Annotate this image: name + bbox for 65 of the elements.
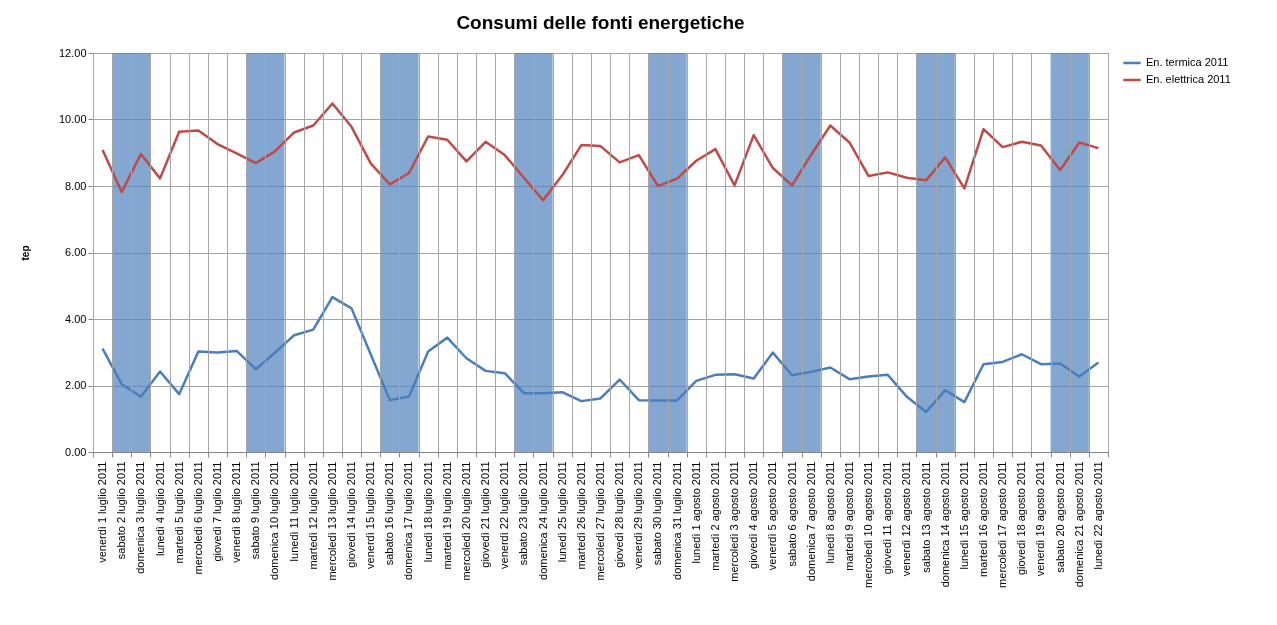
x-tick-label: sabato 30 luglio 2011 [651,461,664,566]
x-tick-label: venerdì 8 luglio 2011 [230,461,243,563]
x-tick-label: martedì 9 agosto 2011 [842,461,855,571]
y-tick-label: 12.00 [58,46,87,59]
x-tick-label: lunedì 25 luglio 2011 [555,461,568,563]
x-tick-label: lunedì 11 luglio 2011 [287,461,300,562]
x-tick-label: lunedì 22 agosto 2011 [1091,461,1104,570]
y-tick-label: 0.00 [65,445,87,458]
x-tick-label: mercoledì 27 luglio 2011 [594,461,606,581]
legend-label: En. elettrica 2011 [1146,73,1231,85]
x-tick-label: venerdì 1 luglio 2011 [96,461,109,563]
x-tick-label: sabato 13 agosto 2011 [919,461,932,573]
y-tick-label: 8.00 [65,179,87,192]
x-tick-label: venerdì 5 agosto 2011 [766,461,779,571]
x-tick-label: venerdì 15 luglio 2011 [364,461,377,569]
x-tick-label: martedì 16 agosto 2011 [977,461,990,577]
x-tick-label: martedì 19 luglio 2011 [440,461,453,570]
x-tick-label: venerdì 22 luglio 2011 [498,461,511,569]
x-tick-label: domenica 3 luglio 2011 [134,461,147,574]
y-tick-label: 10.00 [58,113,87,125]
chart-title: Consumi delle fonti energetiche [456,12,745,33]
line-series [101,102,1100,202]
x-tick-label: sabato 6 agosto 2011 [785,461,798,567]
x-tick-label: sabato 20 agosto 2011 [1053,461,1066,573]
x-tick-label: lunedì 1 agosto 2011 [689,461,702,564]
x-tick-label: giovedì 4 agosto 2011 [747,461,760,569]
x-tick-label: sabato 9 luglio 2011 [249,461,262,560]
x-tick-label: domenica 17 luglio 2011 [402,461,415,580]
x-tick-label: giovedì 14 luglio 2011 [345,461,358,568]
x-tick-label: giovedì 21 luglio 2011 [479,461,492,568]
x-tick-label: domenica 24 luglio 2011 [536,461,549,580]
x-tick-label: venerdì 19 agosto 2011 [1034,461,1047,577]
x-tick-label: venerdì 29 luglio 2011 [632,461,645,569]
x-tick-label: lunedì 18 luglio 2011 [421,461,434,563]
y-axis-title: tep [19,245,31,261]
x-tick-label: giovedì 11 agosto 2011 [881,461,894,575]
x-tick-label: mercoledì 20 luglio 2011 [459,461,472,581]
x-tick-label: lunedì 8 agosto 2011 [823,461,836,564]
x-tick-label: venerdì 12 agosto 2011 [900,461,913,577]
x-tick-label: lunedì 15 agosto 2011 [957,461,970,570]
y-tick-label: 4.00 [65,312,87,325]
x-tick-label: sabato 2 luglio 2011 [115,461,128,560]
x-tick-label: mercoledì 17 agosto 2011 [996,461,1009,588]
x-tick-label: sabato 16 luglio 2011 [383,461,396,566]
x-tick-label: mercoledì 13 luglio 2011 [325,461,338,581]
x-tick-label: domenica 21 agosto 2011 [1072,461,1085,588]
x-tick-label: martedì 5 luglio 2011 [172,461,185,564]
x-tick-label: mercoledì 10 agosto 2011 [862,461,875,588]
legend-label: En. termica 2011 [1146,56,1229,68]
x-tick-label: giovedì 7 luglio 2011 [210,461,223,562]
x-tick-label: giovedì 18 agosto 2011 [1015,461,1028,576]
x-tick-label: domenica 31 luglio 2011 [670,461,683,580]
x-tick-label: domenica 14 agosto 2011 [938,461,951,588]
x-tick-label: martedì 2 agosto 2011 [708,461,721,571]
x-tick-label: martedì 26 luglio 2011 [574,461,587,570]
x-tick-label: mercoledì 6 luglio 2011 [191,461,204,575]
x-tick-label: lunedì 4 luglio 2011 [153,461,166,557]
y-tick-label: 2.00 [65,379,87,391]
x-tick-label: giovedì 28 luglio 2011 [613,461,626,568]
x-tick-label: sabato 23 luglio 2011 [517,461,530,566]
x-tick-label: domenica 7 agosto 2011 [804,461,817,582]
x-tick-label: martedì 12 luglio 2011 [306,461,319,570]
x-tick-label: mercoledì 3 agosto 2011 [728,461,741,582]
x-tick-label: domenica 10 luglio 2011 [268,461,281,580]
y-tick-label: 6.00 [65,246,87,258]
